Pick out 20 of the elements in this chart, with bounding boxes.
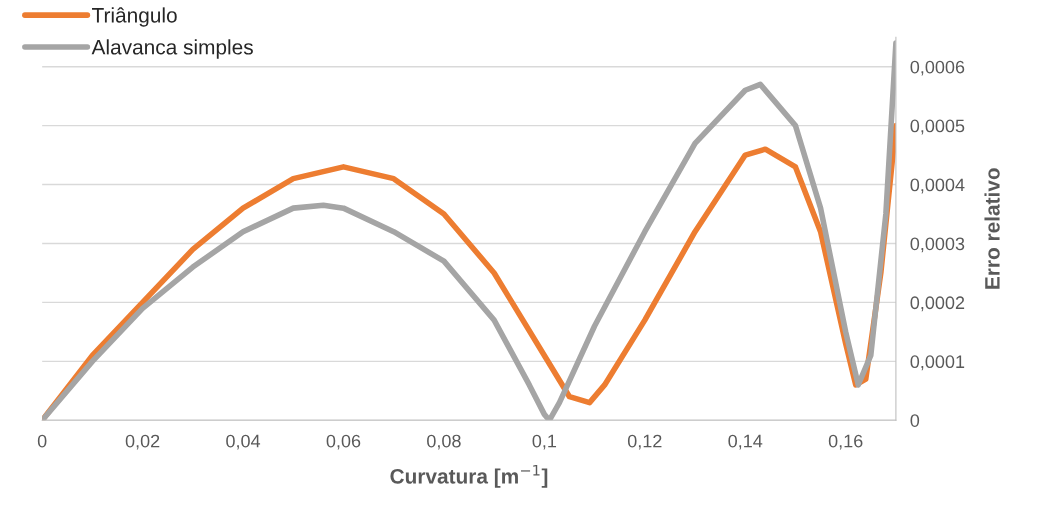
legend-label: Triângulo: [92, 7, 177, 27]
y-tick-label: 0,0005: [910, 119, 965, 135]
x-tick-label: 0,02: [125, 434, 160, 450]
x-tick-label: 0,16: [828, 434, 863, 450]
x-tick-label: 0: [37, 434, 47, 448]
y-tick-label: 0,0003: [910, 237, 965, 253]
x-tick-label: 0,12: [627, 434, 662, 450]
y-tick-label: 0,0001: [910, 355, 965, 371]
y-tick-label: 0,0002: [910, 296, 965, 312]
y-axis-title: Erro relativo: [984, 168, 1000, 289]
x-tick-label: 0,06: [326, 434, 361, 450]
x-tick-label: 0,1: [532, 434, 557, 450]
y-tick-label: 0,0006: [910, 60, 965, 76]
x-tick-label: 0,14: [728, 434, 763, 450]
x-tick-label: 0,04: [226, 434, 261, 450]
x-axis-title: Curvatura [m$^{−1}$]: [390, 464, 548, 488]
legend-label: Alavanca simples: [91, 39, 253, 59]
y-tick-label: 0,0004: [910, 178, 965, 194]
y-tick-label: 0: [910, 414, 920, 427]
x-tick-label: 0,08: [427, 434, 461, 450]
